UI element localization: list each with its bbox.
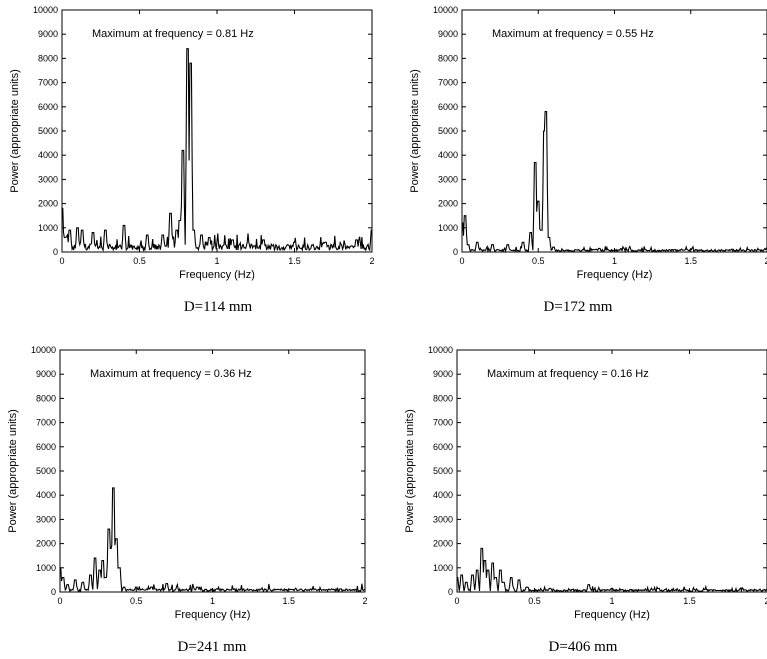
x-tick-label: 1.5: [683, 596, 696, 606]
chart-panel-3: 0100020003000400050006000700080009000100…: [7, 345, 368, 655]
y-tick-label: 5000: [438, 126, 458, 136]
spectrum-line: [60, 487, 366, 593]
x-tick-label: 0: [57, 596, 62, 606]
y-tick-label: 1000: [433, 563, 453, 573]
max-frequency-annotation: Maximum at frequency = 0.81 Hz: [92, 28, 254, 40]
y-tick-label: 7000: [433, 418, 453, 428]
y-tick-label: 5000: [36, 466, 56, 476]
x-axis-label: Frequency (Hz): [179, 269, 255, 281]
y-tick-label: 9000: [38, 29, 58, 39]
plot-frame: [461, 9, 767, 253]
max-frequency-annotation: Maximum at frequency = 0.55 Hz: [492, 28, 654, 40]
y-tick-label: 5000: [433, 466, 453, 476]
x-axis-label: Frequency (Hz): [577, 269, 653, 281]
y-tick-label: 5000: [38, 126, 58, 136]
y-tick-label: 10000: [33, 5, 58, 15]
y-tick-label: 3000: [38, 174, 58, 184]
y-tick-label: 6000: [438, 102, 458, 112]
panel-caption: D=172 mm: [544, 299, 613, 315]
x-axis-label: Frequency (Hz): [574, 609, 650, 621]
x-tick-label: 1: [609, 596, 614, 606]
y-tick-label: 0: [53, 247, 58, 257]
x-tick-label: 0.5: [532, 256, 545, 266]
y-tick-label: 7000: [36, 418, 56, 428]
y-tick-label: 1000: [438, 223, 458, 233]
y-tick-label: 8000: [38, 53, 58, 63]
y-tick-label: 7000: [38, 78, 58, 88]
x-tick-label: 0.5: [528, 596, 541, 606]
spectrum-line: [462, 111, 767, 254]
x-tick-label: 2: [362, 596, 367, 606]
y-tick-label: 6000: [36, 442, 56, 452]
y-tick-label: 3000: [36, 514, 56, 524]
x-tick-label: 0.5: [130, 596, 143, 606]
x-tick-label: 1.5: [684, 256, 697, 266]
spectrum-line: [62, 48, 372, 253]
y-tick-label: 4000: [433, 490, 453, 500]
x-tick-label: 1.5: [288, 256, 301, 266]
y-tick-label: 4000: [438, 150, 458, 160]
y-tick-label: 6000: [38, 102, 58, 112]
y-tick-label: 2000: [36, 539, 56, 549]
x-axis-label: Frequency (Hz): [175, 609, 251, 621]
y-tick-label: 3000: [438, 174, 458, 184]
panel-caption: D=241 mm: [178, 639, 247, 655]
y-axis-label: Power (appropriate units): [409, 69, 421, 193]
y-tick-label: 10000: [433, 5, 458, 15]
x-tick-label: 2: [764, 596, 767, 606]
y-tick-label: 0: [51, 587, 56, 597]
y-axis-label: Power (appropriate units): [7, 409, 19, 533]
y-tick-label: 6000: [433, 442, 453, 452]
y-tick-label: 1000: [38, 223, 58, 233]
y-tick-label: 9000: [36, 369, 56, 379]
y-tick-label: 9000: [438, 29, 458, 39]
y-tick-label: 8000: [36, 393, 56, 403]
y-tick-label: 3000: [433, 514, 453, 524]
y-tick-label: 8000: [433, 393, 453, 403]
chart-panel-2: 0100020003000400050006000700080009000100…: [409, 5, 767, 315]
y-tick-label: 2000: [38, 199, 58, 209]
plot-frame: [456, 349, 767, 593]
x-tick-label: 1: [612, 256, 617, 266]
x-tick-label: 2: [764, 256, 767, 266]
x-tick-label: 1.5: [282, 596, 295, 606]
y-axis-label: Power (appropriate units): [9, 69, 21, 193]
y-tick-label: 7000: [438, 78, 458, 88]
y-tick-label: 4000: [36, 490, 56, 500]
y-tick-label: 10000: [31, 345, 56, 355]
chart-panel-4: 0100020003000400050006000700080009000100…: [404, 345, 767, 655]
y-tick-label: 0: [448, 587, 453, 597]
y-tick-label: 2000: [438, 199, 458, 209]
x-tick-label: 0: [459, 256, 464, 266]
y-tick-label: 4000: [38, 150, 58, 160]
y-tick-label: 10000: [428, 345, 453, 355]
panel-caption: D=406 mm: [549, 639, 618, 655]
x-tick-label: 1: [210, 596, 215, 606]
max-frequency-annotation: Maximum at frequency = 0.36 Hz: [90, 368, 252, 380]
y-tick-label: 2000: [433, 539, 453, 549]
plot-frame: [59, 349, 366, 593]
y-tick-label: 1000: [36, 563, 56, 573]
y-tick-label: 0: [453, 247, 458, 257]
plot-frame: [61, 9, 373, 253]
y-tick-label: 9000: [433, 369, 453, 379]
x-tick-label: 0: [59, 256, 64, 266]
y-axis-label: Power (appropriate units): [404, 409, 416, 533]
x-tick-label: 0: [454, 596, 459, 606]
x-tick-label: 2: [369, 256, 374, 266]
panel-caption: D=114 mm: [184, 299, 253, 315]
y-tick-label: 8000: [438, 53, 458, 63]
x-tick-label: 0.5: [133, 256, 146, 266]
chart-panel-1: 0100020003000400050006000700080009000100…: [9, 5, 375, 315]
max-frequency-annotation: Maximum at frequency = 0.16 Hz: [487, 368, 649, 380]
x-tick-label: 1: [214, 256, 219, 266]
spectrum-line: [457, 547, 767, 594]
